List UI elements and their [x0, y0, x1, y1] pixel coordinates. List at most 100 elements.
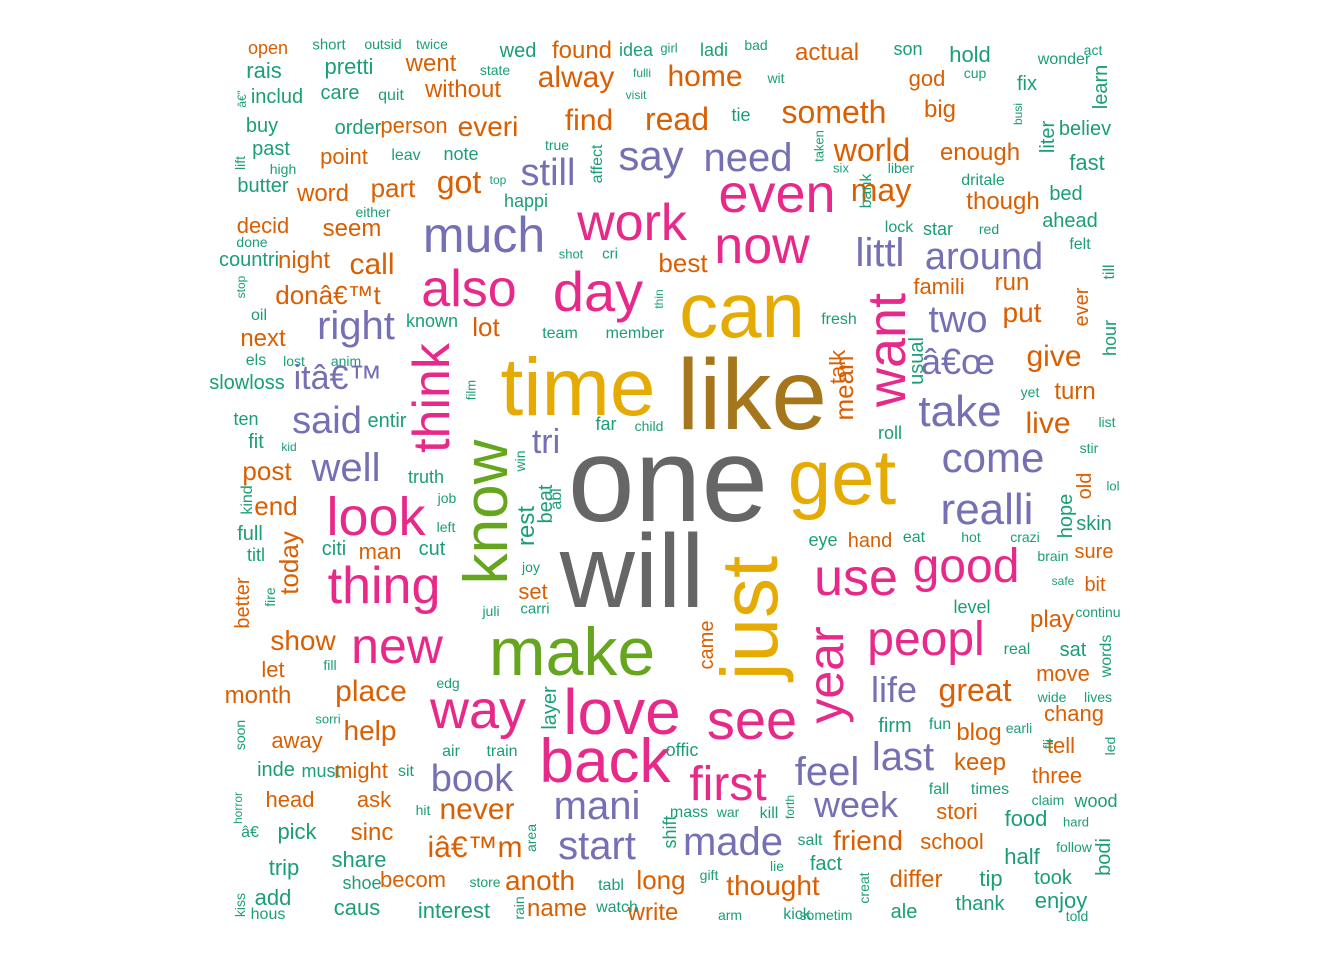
- cloud-word: sure: [1074, 541, 1114, 563]
- cloud-word: three: [1031, 763, 1083, 788]
- cloud-word: layer: [539, 686, 561, 730]
- cloud-word: sometim: [799, 907, 853, 923]
- cloud-word: see: [706, 688, 798, 751]
- cloud-word: everi: [457, 111, 519, 142]
- cloud-word: mani: [553, 784, 641, 828]
- cloud-word: today: [274, 531, 304, 595]
- cloud-word: liter: [1037, 120, 1059, 154]
- cloud-word: job: [437, 490, 457, 506]
- cloud-word: now: [714, 217, 810, 275]
- cloud-word: fill: [323, 657, 337, 673]
- cloud-word: set: [518, 579, 548, 604]
- cloud-word: member: [605, 325, 665, 342]
- cloud-word: store: [469, 874, 501, 890]
- cloud-word: bad: [744, 37, 768, 53]
- cloud-word: differ: [889, 866, 943, 893]
- cloud-word: look: [326, 487, 426, 547]
- cloud-word: follow: [1056, 839, 1092, 855]
- cloud-word: word: [296, 180, 350, 207]
- cloud-word: friend: [832, 825, 904, 856]
- cloud-word: open: [247, 38, 289, 58]
- cloud-word: â€œ: [920, 341, 996, 382]
- cloud-word: night: [277, 247, 331, 274]
- cloud-word: shift: [660, 815, 680, 849]
- cloud-word: place: [335, 675, 407, 708]
- cloud-word: kiss: [232, 892, 248, 918]
- cloud-word: littl: [855, 231, 905, 275]
- cloud-word: hold: [949, 42, 991, 67]
- cloud-word: came: [696, 620, 718, 670]
- cloud-word: write: [627, 899, 679, 926]
- cloud-word: ask: [356, 787, 392, 812]
- cloud-word: mass: [669, 804, 709, 821]
- cloud-word: made: [682, 820, 784, 864]
- cloud-word: brain: [1037, 548, 1069, 564]
- cloud-word: kid: [281, 440, 297, 454]
- cloud-word: hard: [1062, 814, 1090, 830]
- cloud-word: move: [1036, 661, 1090, 686]
- cloud-word: interest: [417, 898, 491, 923]
- cloud-word: hit: [415, 802, 431, 818]
- cloud-word: chang: [1044, 701, 1104, 726]
- cloud-word: must: [301, 761, 341, 781]
- cloud-word: lost: [283, 353, 305, 369]
- cloud-word: sat: [1059, 639, 1087, 661]
- cloud-word: anoth: [504, 865, 576, 896]
- cloud-word: full: [237, 523, 263, 545]
- cloud-word: day: [552, 260, 644, 323]
- cloud-word: girl: [660, 40, 678, 56]
- cloud-word: thing: [327, 557, 441, 615]
- cloud-word: titl: [247, 545, 265, 565]
- cloud-word: entir: [367, 410, 407, 432]
- cloud-word: wonder: [1037, 51, 1091, 68]
- cloud-word: share: [331, 847, 387, 872]
- cloud-word: like: [676, 339, 828, 451]
- cloud-word: claim: [1031, 792, 1065, 808]
- cloud-word: els: [245, 352, 267, 369]
- cloud-word: quit: [378, 87, 404, 104]
- cloud-word: world: [833, 132, 911, 168]
- cloud-word: add: [254, 885, 292, 910]
- cloud-word: fun: [928, 716, 952, 733]
- cloud-word: ladi: [699, 40, 729, 60]
- cloud-word: note: [443, 144, 479, 164]
- cloud-word: lie: [769, 858, 785, 874]
- cloud-word: joy: [522, 559, 540, 575]
- cloud-word: bodi: [1093, 838, 1115, 876]
- cloud-word: wood: [1074, 791, 1118, 811]
- cloud-word: fire: [262, 587, 278, 607]
- cloud-word: got: [436, 164, 482, 200]
- cloud-word: truth: [407, 467, 445, 487]
- cloud-word: hot: [961, 529, 981, 545]
- cloud-word: carri: [520, 600, 550, 618]
- cloud-word: shot: [558, 246, 584, 262]
- cloud-word: first: [689, 758, 767, 811]
- cloud-word: post: [242, 456, 292, 486]
- cloud-word: fall: [928, 781, 950, 798]
- cloud-word: shoe: [342, 873, 382, 893]
- cloud-word: great: [938, 672, 1012, 708]
- cloud-word: donâ€™t: [275, 280, 381, 310]
- cloud-word: creat: [856, 872, 872, 904]
- cloud-word: son: [893, 39, 923, 59]
- cloud-word: stir: [1079, 440, 1099, 456]
- cloud-word: might: [334, 758, 388, 783]
- cloud-word: rais: [246, 58, 282, 83]
- cloud-word: fact: [809, 853, 843, 875]
- cloud-word: feel: [794, 750, 860, 794]
- cloud-word: wit: [767, 70, 785, 86]
- cloud-word: air: [442, 743, 460, 760]
- cloud-word: real: [1003, 641, 1031, 658]
- cloud-word: list: [1098, 414, 1116, 430]
- cloud-word: head: [265, 787, 315, 812]
- cloud-word: end: [254, 491, 298, 521]
- cloud-word: forth: [783, 794, 797, 820]
- cloud-word: happi: [503, 191, 549, 211]
- cloud-word: get: [787, 433, 897, 521]
- cloud-word: food: [1004, 806, 1048, 831]
- cloud-word: tip: [979, 866, 1003, 891]
- cloud-word: bank: [858, 173, 875, 209]
- cloud-word: oil: [250, 307, 268, 324]
- cloud-word: fast: [1069, 150, 1105, 175]
- cloud-word: can: [679, 266, 805, 354]
